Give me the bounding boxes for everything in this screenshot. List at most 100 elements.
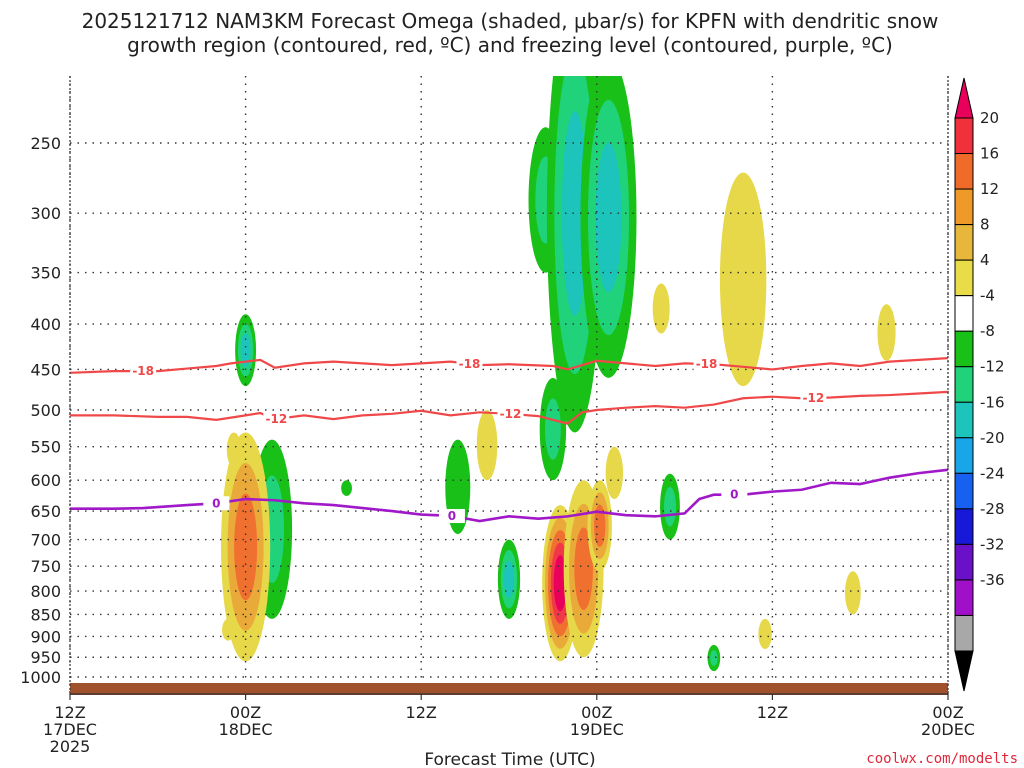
omega-cell-17-level-0 xyxy=(652,283,670,334)
dgz-contour-minus12-label-2: -12 xyxy=(803,391,825,405)
colorbar-label-11: -28 xyxy=(980,500,1005,518)
x-axis-label: Forecast Time (UTC) xyxy=(424,750,595,768)
colorbar-bin-11 xyxy=(954,472,974,510)
dgz-contour-minus12-label-0: -12 xyxy=(265,412,287,426)
y-tick-650: 650 xyxy=(30,502,61,521)
freezing-level-contour xyxy=(70,468,949,523)
omega-shading xyxy=(221,76,896,672)
y-tick-500: 500 xyxy=(30,401,61,420)
dgz-contour-minus18-label-0: -18 xyxy=(132,364,154,378)
colorbar-bin-8 xyxy=(954,366,974,403)
y-tick-450: 450 xyxy=(30,360,61,379)
omega-cell-4-level-0 xyxy=(222,618,234,641)
temperature-contours: -18 -18 -18 -12 -12 -12 0 0 0 xyxy=(69,356,949,524)
colorbar-bin-14 xyxy=(954,579,974,616)
y-tick-700: 700 xyxy=(30,531,61,550)
omega-cell-21-level-0 xyxy=(758,618,772,650)
freezing-level-contour-label-bg-0 xyxy=(203,496,230,511)
y-tick-900: 900 xyxy=(30,627,61,646)
dgz-contour-minus12 xyxy=(70,390,949,425)
chart-axes xyxy=(69,76,949,695)
colorbar-label-13: -36 xyxy=(980,571,1005,589)
omega-cell-18-level-1 xyxy=(664,486,676,527)
colorbar-bin-10 xyxy=(954,437,974,474)
freezing-level-contour-label-bg-1 xyxy=(438,509,465,524)
x-tick-12-line1: 00Z xyxy=(230,703,261,722)
colorbar-label-4: 4 xyxy=(980,251,990,269)
colorbar-bin-12 xyxy=(954,508,974,545)
x-tick-60-line2: 20DEC xyxy=(921,720,975,739)
freezing-level-contour-label-bg-2 xyxy=(721,487,748,502)
colorbar-label-12: -32 xyxy=(980,535,1005,553)
omega-cell-16-level-0 xyxy=(605,446,624,500)
x-tick-0-line2: 17DEC xyxy=(43,720,97,739)
colorbar-bin-15 xyxy=(954,614,974,652)
y-tick-350: 350 xyxy=(30,264,61,283)
omega-cell-10-level-1 xyxy=(544,398,561,460)
x-tick-0-line3: 2025 xyxy=(50,737,91,756)
y-tick-800: 800 xyxy=(30,582,61,601)
dgz-contour-minus18-label-bg-1 xyxy=(456,356,483,371)
omega-cell-19-level-1 xyxy=(710,650,718,666)
colorbar-bottom-arrow xyxy=(954,650,974,692)
omega-cell-13-level-4 xyxy=(553,555,567,612)
colorbar-bin-7 xyxy=(954,330,974,368)
omega-cell-7-level-0 xyxy=(476,410,498,481)
freezing-level-contour-label-2: 0 xyxy=(730,488,738,502)
ground-bar xyxy=(70,683,948,695)
y-tick-600: 600 xyxy=(30,471,61,490)
omega-cell-11-level-2 xyxy=(561,111,588,316)
dgz-contour-minus12-label-bg-2 xyxy=(800,390,827,405)
y-tick-550: 550 xyxy=(30,438,61,457)
omega-cell-0-level-2 xyxy=(240,333,251,367)
omega-colorbar: 20 16 12 8 4 -4 -8 -12 -16 -20 -24 -28 -32 -36 xyxy=(954,77,1005,692)
x-tick-24-line1: 12Z xyxy=(406,703,437,722)
colorbar-label-3: 8 xyxy=(980,216,990,234)
dgz-contour-minus18-label-bg-0 xyxy=(130,364,157,379)
y-tick-850: 850 xyxy=(30,605,61,624)
colorbar-bin-6 xyxy=(954,295,974,332)
pressure-tick-labels: 250 300 350 400 450 500 550 600 650 700 750 800 850 9… xyxy=(20,134,61,687)
dgz-contour-minus12-label-1: -12 xyxy=(500,407,522,421)
x-tick-12-line2: 18DEC xyxy=(219,720,273,739)
colorbar-bin-3 xyxy=(954,188,974,226)
dgz-contour-minus18-label-1: -18 xyxy=(459,357,481,371)
colorbar-label-6: -8 xyxy=(980,322,995,340)
colorbar-label-7: -12 xyxy=(980,358,1005,376)
colorbar-bin-1 xyxy=(954,117,974,155)
y-tick-950: 950 xyxy=(30,648,61,667)
omega-cell-14-level-2 xyxy=(574,527,593,611)
colorbar-label-8: -16 xyxy=(980,393,1005,411)
colorbar-bin-5 xyxy=(954,259,974,297)
colorbar-bin-9 xyxy=(954,401,974,439)
x-tick-0-line1: 12Z xyxy=(54,703,85,722)
ground-layer xyxy=(70,683,948,695)
y-tick-300: 300 xyxy=(30,204,61,223)
colorbar-label-0: 20 xyxy=(980,109,999,127)
colorbar-bin-2 xyxy=(954,153,974,190)
dgz-contour-minus18 xyxy=(69,357,949,374)
omega-cell-2-level-2 xyxy=(234,493,258,601)
x-tick-60-line1: 00Z xyxy=(932,703,963,722)
y-tick-750: 750 xyxy=(30,557,61,576)
omega-cell-5-level-0 xyxy=(341,480,352,496)
omega-cell-22-level-0 xyxy=(845,571,861,615)
omega-cell-20-level-0 xyxy=(719,172,767,387)
freezing-level-contour-label-0: 0 xyxy=(212,496,220,510)
x-tick-48-line1: 12Z xyxy=(757,703,788,722)
chart-title-line2: growth region (contoured, red, ºC) and f… xyxy=(127,33,893,57)
colorbar-top-arrow xyxy=(954,77,974,119)
x-tick-36-line2: 19DEC xyxy=(570,720,624,739)
colorbar-bin-4 xyxy=(954,224,974,261)
colorbar-label-9: -20 xyxy=(980,429,1005,447)
x-tick-36-line1: 00Z xyxy=(581,703,612,722)
omega-cell-3-level-0 xyxy=(226,432,242,468)
dgz-contour-minus12-label-bg-1 xyxy=(497,406,524,421)
colorbar-bin-13 xyxy=(954,543,974,581)
colorbar-label-1: 16 xyxy=(980,145,999,163)
dgz-contour-minus18-label-2: -18 xyxy=(696,357,718,371)
credit-link[interactable]: coolwx.com/modelts xyxy=(866,751,1018,767)
colorbar-label-5: -4 xyxy=(980,287,995,305)
